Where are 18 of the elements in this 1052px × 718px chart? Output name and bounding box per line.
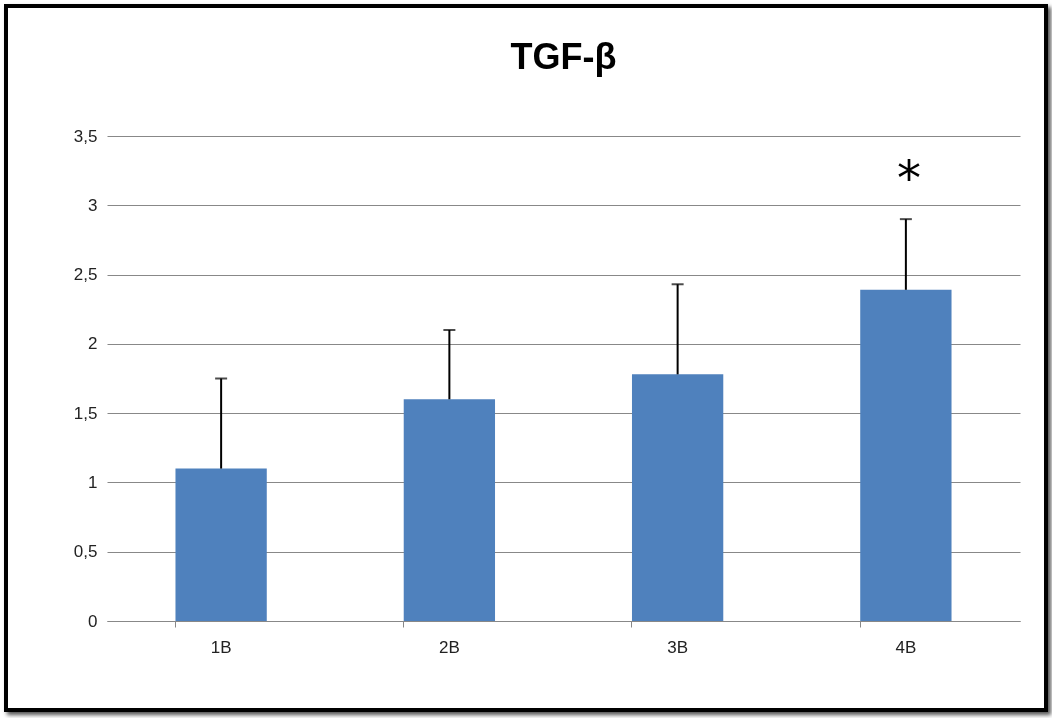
x-tick-label: 1B — [210, 637, 232, 657]
y-tick-label: 0,5 — [73, 542, 98, 562]
bar — [631, 374, 724, 621]
x-tick-label: 2B — [438, 637, 460, 657]
y-tick-label: 2 — [88, 334, 98, 354]
y-tick-label: 2,5 — [73, 265, 98, 285]
annotation: * — [897, 150, 921, 206]
chart-title: TGF-β — [510, 36, 617, 77]
x-tick-label: 4B — [895, 637, 917, 657]
bar — [860, 289, 952, 621]
y-tick-label: 1 — [88, 472, 98, 492]
bar — [175, 468, 267, 621]
y-tick-label: 3,5 — [73, 126, 98, 146]
y-tick-label: 3 — [88, 195, 98, 215]
x-tick-label: 3B — [667, 637, 689, 657]
y-tick-label: 1,5 — [73, 403, 98, 423]
bar — [403, 399, 496, 621]
y-tick-label: 0 — [88, 611, 98, 631]
